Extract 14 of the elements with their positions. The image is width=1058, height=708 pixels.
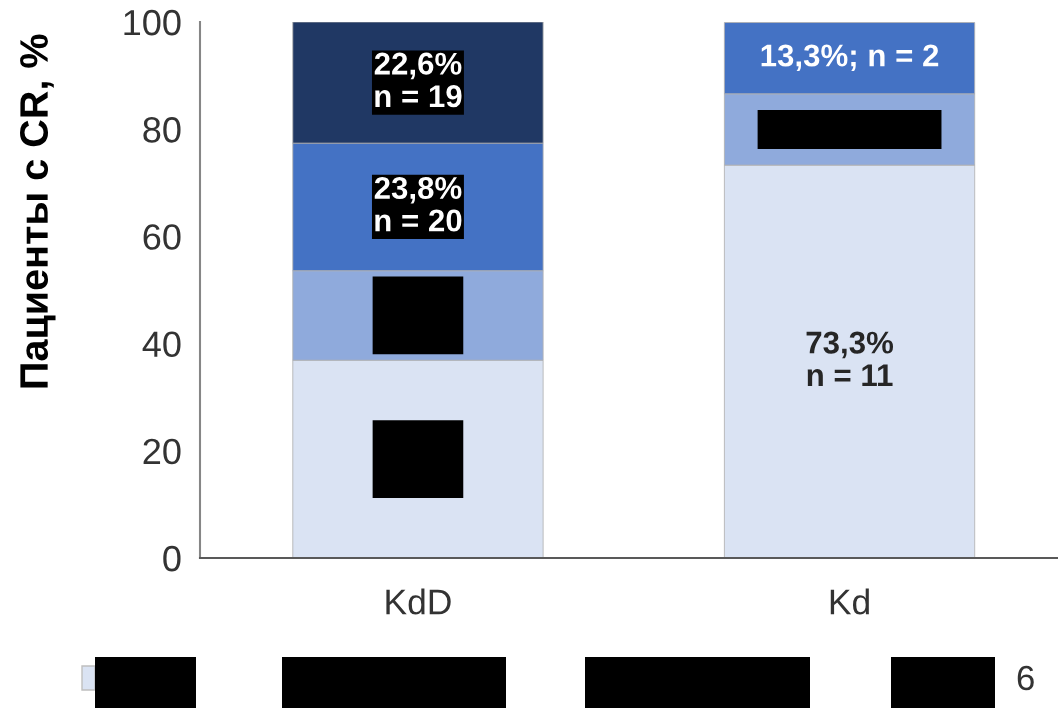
data-label: 73,3% n = 11 (806, 331, 894, 386)
y-tick-label: 40 (142, 331, 181, 358)
y-tick-label: 20 (143, 438, 181, 465)
data-label: 23,8% n = 20 (374, 176, 462, 232)
y-tick-label: 80 (143, 117, 181, 143)
data-label: 22,6% n = 19 (374, 52, 462, 108)
data-label: 13,3%; n = 2 (761, 44, 939, 72)
x-tick-label: Kd (830, 588, 869, 615)
x-tick-label: KdD (386, 588, 451, 615)
y-tick-label: 60 (143, 224, 181, 250)
y-axis-title: Пациенты с CR, % (20, 34, 56, 388)
text: 6 (1017, 665, 1034, 691)
y-tick-label: 100 (124, 9, 181, 36)
y-tick-label: 0 (163, 545, 181, 572)
